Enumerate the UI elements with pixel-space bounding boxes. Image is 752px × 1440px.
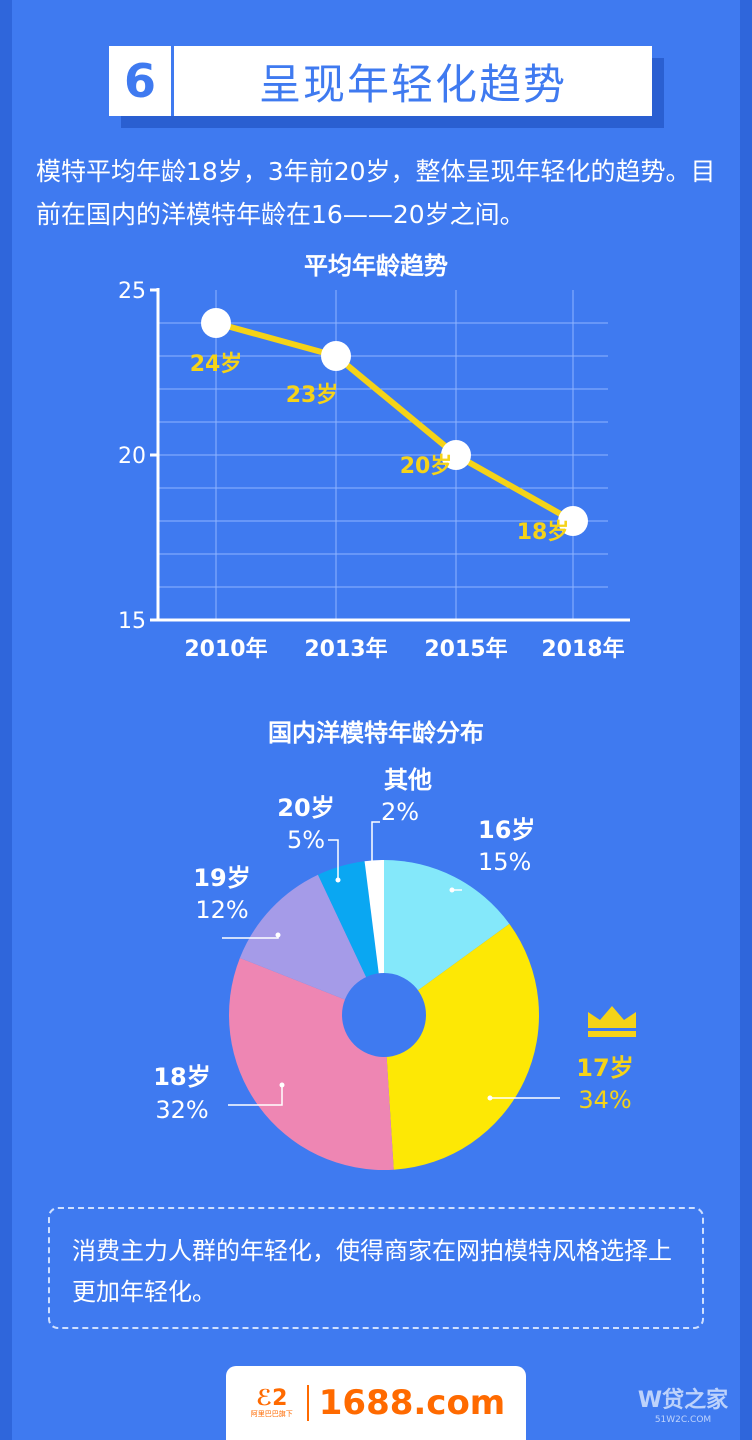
leader-line [228, 1085, 283, 1106]
crown-icon [588, 1006, 636, 1028]
slice-percent-label: 2% [381, 798, 419, 826]
data-point [441, 440, 471, 470]
conclusion-note: 消费主力人群的年轻化，使得商家在网拍模特风格选择上更加年轻化。 [48, 1207, 704, 1329]
watermark-text: W贷之家 [637, 1388, 729, 1413]
intro-paragraph: 模特平均年龄18岁，3年前20岁，整体呈现年轻化的趋势。目前在国内的洋模特年龄在… [36, 157, 716, 229]
leader-dot [487, 1095, 493, 1101]
data-label: 24岁 [190, 351, 243, 377]
data-point [321, 341, 351, 371]
line-chart-title: 平均年龄趋势 [304, 252, 448, 280]
pie-slice [384, 923, 540, 1170]
pie-slice [384, 860, 510, 1015]
x-tick-label: 2010年 [184, 636, 267, 662]
data-point [201, 308, 231, 338]
right-frame-stripe [740, 0, 752, 1440]
series-line [215, 320, 575, 524]
y-tick-label: 25 [118, 279, 146, 304]
x-tick-label: 2015年 [424, 636, 507, 662]
leader-line [328, 839, 339, 880]
slice-percent-label: 12% [195, 896, 248, 924]
logo-divider [306, 1385, 309, 1421]
section-banner: 6 呈现年轻化趋势 [109, 46, 652, 116]
slice-percent-label: 32% [155, 1096, 208, 1124]
logo-wordmark: 1688.com [318, 1383, 506, 1423]
y-tick-label: 15 [118, 609, 146, 634]
crown-icon-base [588, 1031, 636, 1037]
slice-name-label: 16岁 [478, 816, 535, 844]
alibaba-logo-caption: 阿里巴巴旗下 [250, 1410, 293, 1418]
pie-slice [239, 874, 384, 1015]
pie-chart: 16岁 15% 17岁 34% 18岁 32% 19岁 12% 20岁 5% 其他 2% [153, 766, 636, 1170]
conclusion-text: 消费主力人群的年轻化，使得商家在网拍模特风格选择上更加年轻化。 [72, 1237, 672, 1306]
slice-percent-label: 5% [287, 826, 325, 854]
data-label: 18岁 [517, 519, 570, 545]
alibaba-logo-icon: ℰ2 阿里巴巴旗下 [247, 1386, 297, 1419]
line-chart: 15 20 25 2010年 2013年 2015年 2018年 24岁 23岁 20岁 18岁 [118, 279, 630, 662]
leader-line [371, 821, 380, 864]
y-tick-label: 20 [118, 444, 146, 469]
leader-dot [369, 861, 375, 867]
data-label: 23岁 [286, 382, 339, 408]
x-tick-label: 2018年 [541, 636, 624, 662]
footer-logo: ℰ2 阿里巴巴旗下 1688.com [226, 1366, 526, 1440]
data-point [558, 506, 588, 536]
slice-name-label: 17岁 [576, 1054, 633, 1082]
data-label: 20岁 [400, 453, 453, 479]
leader-dot [449, 887, 455, 893]
leader-dot [279, 1082, 285, 1088]
leader-dot [335, 877, 341, 883]
x-tick-label: 2013年 [304, 636, 387, 662]
watermark: W贷之家 51W2C.COM [628, 1388, 738, 1432]
slice-name-label: 20岁 [277, 794, 334, 822]
donut-hole [342, 973, 426, 1057]
section-title: 呈现年轻化趋势 [258, 59, 567, 109]
section-number: 6 [109, 46, 174, 116]
slice-percent-label: 34% [578, 1086, 631, 1114]
slice-name-label: 19岁 [193, 864, 250, 892]
slice-name-label: 其他 [384, 766, 432, 794]
alibaba-logo-glyph: ℰ2 [256, 1386, 288, 1411]
leader-dot [275, 932, 281, 938]
watermark-url: 51W2C.COM [654, 1415, 712, 1425]
pie-chart-title: 国内洋模特年龄分布 [268, 719, 484, 747]
slice-percent-label: 15% [478, 848, 531, 876]
left-frame-stripe [0, 0, 12, 1440]
slice-name-label: 18岁 [153, 1063, 210, 1091]
